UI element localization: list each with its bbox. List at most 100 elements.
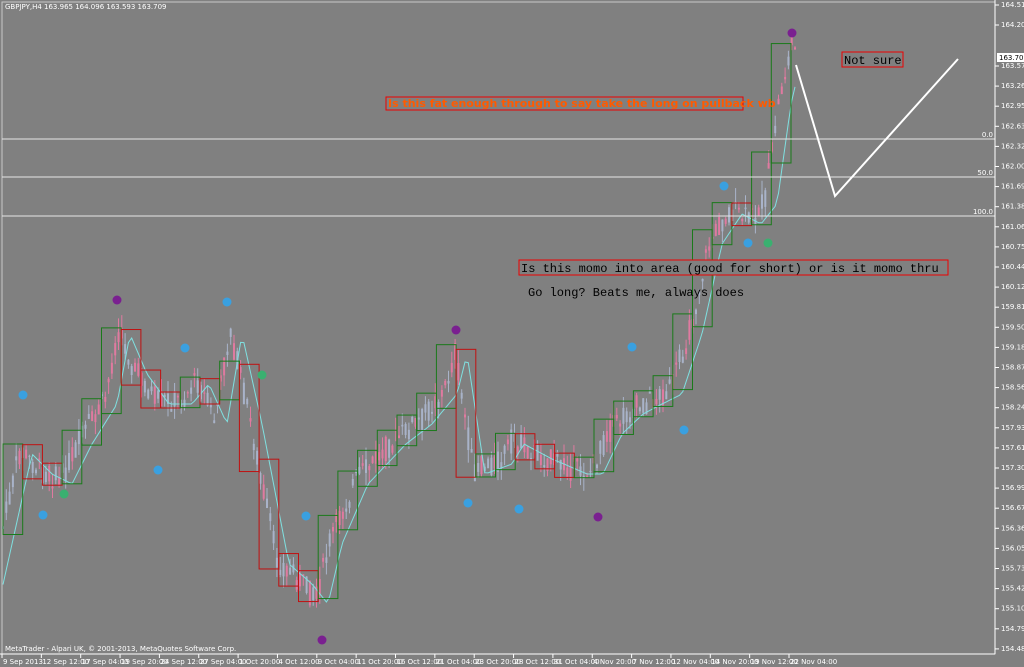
candle [38, 458, 41, 461]
candle [348, 501, 351, 508]
candle [18, 450, 21, 465]
candle [94, 414, 97, 423]
price-label: 164.200 [1001, 21, 1024, 29]
candle [233, 343, 235, 360]
candle [767, 163, 770, 169]
candle [183, 399, 186, 407]
candle [216, 404, 219, 406]
candle [190, 387, 193, 394]
candle [213, 420, 216, 424]
price-label: 159.500 [1001, 323, 1024, 331]
candle [493, 456, 496, 469]
candle [530, 457, 532, 461]
price-label: 154.790 [1001, 625, 1024, 633]
candle [246, 398, 249, 405]
candle [417, 417, 420, 420]
candle [315, 586, 318, 599]
candle [589, 470, 592, 473]
candle [186, 392, 189, 394]
candle [714, 223, 717, 236]
time-label: 19 Sep 20:00 [121, 658, 168, 666]
footer: MetaTrader - Alpari UK, © 2001-2013, Met… [5, 645, 236, 653]
candle [675, 362, 678, 365]
candle [226, 351, 229, 355]
candle [457, 363, 460, 381]
candle [318, 579, 321, 596]
candle [223, 357, 226, 376]
time-label: 14 Nov 20:00 [711, 658, 758, 666]
period-box [672, 313, 693, 391]
time-label: 4 Nov 20:00 [593, 658, 636, 666]
candle [582, 475, 585, 479]
candle [302, 574, 305, 577]
candle [787, 56, 790, 66]
candle [351, 478, 354, 486]
candle [170, 407, 173, 412]
current-price: 163.709 [999, 54, 1024, 62]
candle [629, 417, 631, 423]
candle [556, 452, 559, 457]
candle [421, 408, 424, 430]
candle [477, 463, 480, 472]
candle [84, 424, 87, 429]
candle [648, 390, 651, 394]
candle [681, 356, 684, 363]
signal-dot [451, 325, 461, 335]
candle [668, 379, 671, 384]
candle [137, 363, 140, 376]
candle [361, 463, 364, 466]
candle [332, 527, 334, 532]
candle [642, 398, 645, 413]
candle [708, 246, 711, 251]
candle [794, 47, 796, 50]
price-label: 160.440 [1001, 263, 1024, 271]
candle [605, 431, 608, 442]
candle [454, 343, 457, 360]
candle [134, 362, 136, 372]
candle [467, 427, 470, 451]
candle [665, 391, 668, 400]
candle [734, 201, 737, 203]
candle [272, 531, 275, 544]
candles [2, 28, 797, 645]
candle [196, 380, 199, 393]
signal-dot [112, 295, 122, 305]
candle [688, 320, 691, 340]
period-box [751, 151, 772, 226]
candle [54, 466, 57, 481]
candle [77, 430, 80, 445]
candle [566, 467, 569, 478]
candle [176, 395, 179, 398]
candle [497, 451, 499, 472]
price-label: 156.050 [1001, 544, 1024, 552]
candle [110, 362, 113, 374]
candle [470, 449, 473, 453]
candle [51, 486, 54, 489]
candle [104, 396, 107, 402]
candle [559, 459, 562, 470]
candle [167, 393, 169, 405]
candle [460, 392, 463, 399]
candle [5, 501, 8, 513]
time-label: 16 Oct 12:00 [397, 658, 443, 666]
annotation: Is this fat enough through to say take t… [388, 97, 776, 110]
candle [784, 76, 787, 80]
signal-dot [18, 390, 28, 400]
fib-label: 50.0 [977, 169, 993, 177]
price-label: 157.930 [1001, 424, 1024, 432]
candle [764, 190, 767, 207]
candle [658, 389, 661, 400]
period-box [416, 392, 437, 432]
annotation: Go long? Beats me, always does [528, 286, 744, 300]
time-label: 11 Oct 20:00 [357, 658, 403, 666]
candle [602, 435, 605, 456]
candle [120, 328, 123, 339]
period-box [258, 458, 280, 570]
candle [256, 450, 259, 465]
period-box [278, 553, 299, 587]
candle [704, 249, 707, 253]
signal-dot [317, 635, 327, 645]
time-label: 7 Nov 12:00 [633, 658, 676, 666]
candle [365, 459, 367, 473]
